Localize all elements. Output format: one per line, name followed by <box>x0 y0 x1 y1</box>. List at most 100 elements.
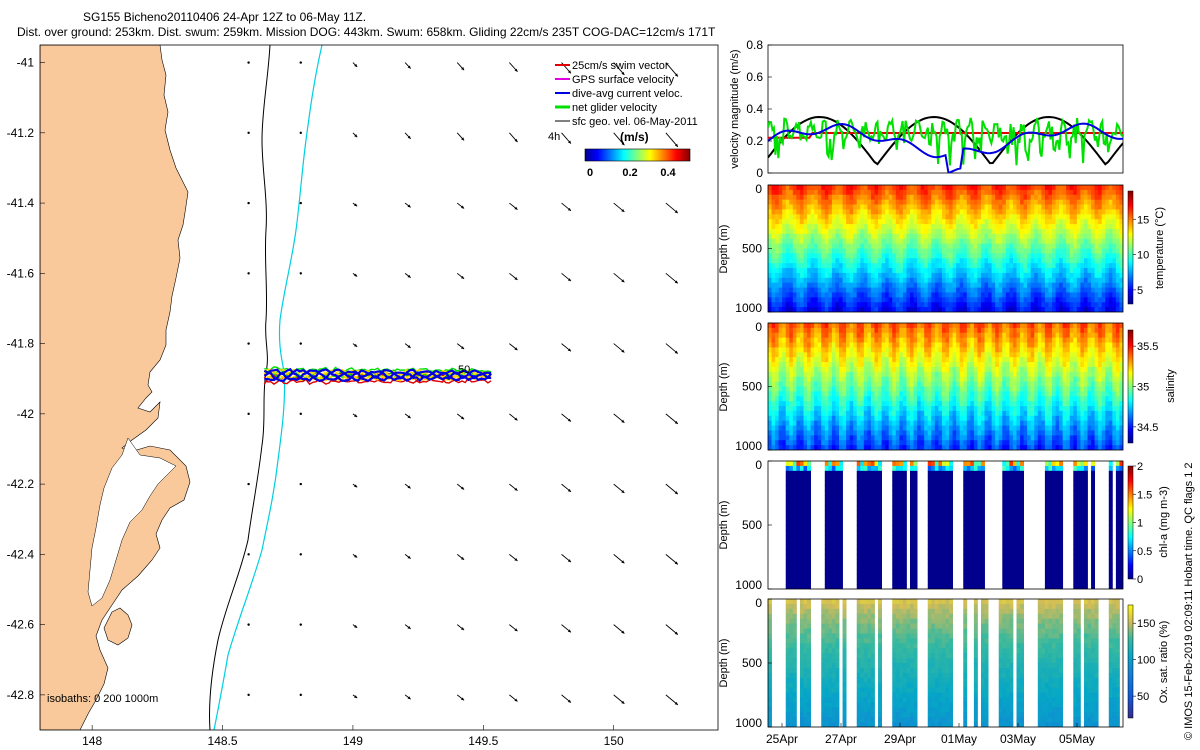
section-cell <box>931 435 936 441</box>
section-cell <box>1020 337 1024 343</box>
section-cell <box>796 440 801 446</box>
section-cell <box>988 410 993 417</box>
section-cell <box>803 327 808 334</box>
section-cell <box>846 282 851 288</box>
section-cell <box>1048 332 1053 339</box>
section-cell <box>1052 342 1056 348</box>
section-cell <box>1062 287 1067 293</box>
section-cell <box>892 410 897 417</box>
section-cell <box>849 381 854 387</box>
section-cell <box>934 342 939 348</box>
section-cell <box>1023 219 1028 225</box>
section-cell <box>1091 282 1095 288</box>
section-cell <box>892 376 897 383</box>
section-cell <box>885 272 890 279</box>
section-cell <box>959 425 964 431</box>
section-cell <box>1112 307 1117 312</box>
section-cell <box>831 228 836 235</box>
section-cell <box>1027 445 1032 450</box>
section-cell <box>1059 228 1064 235</box>
section-cell <box>910 307 914 312</box>
map-xtick-label: 148.5 <box>208 734 238 748</box>
section-cell <box>1112 297 1117 303</box>
section-cell <box>991 420 996 426</box>
section-cell <box>934 371 939 378</box>
section-cell <box>1016 323 1021 329</box>
section-cell <box>934 386 939 392</box>
section-cell <box>768 347 772 353</box>
section-cell <box>1016 415 1021 422</box>
section-cell <box>945 199 950 205</box>
section-cell <box>1023 366 1028 373</box>
section-cell <box>807 194 811 201</box>
section-cell <box>902 268 907 274</box>
velocity-vector-head <box>460 205 465 209</box>
section-cell <box>1027 272 1032 279</box>
section-cell <box>814 307 819 312</box>
section-cell <box>1052 243 1056 249</box>
section-cell <box>899 357 904 363</box>
section-cell <box>810 371 815 378</box>
section-cell <box>831 282 836 288</box>
section-cell <box>913 347 918 353</box>
section-cell <box>1101 219 1106 225</box>
section-cell <box>821 371 826 378</box>
section-cell <box>995 209 1000 215</box>
section-cell <box>988 415 993 422</box>
section-cell <box>1087 302 1092 308</box>
section-cell <box>778 282 783 288</box>
section-cell <box>1073 307 1078 312</box>
section-cell <box>803 228 808 235</box>
section-cell <box>863 233 868 240</box>
section-cell <box>963 396 968 402</box>
section-cell <box>998 258 1003 264</box>
section-cell <box>1027 362 1032 368</box>
section-cell <box>1020 248 1024 254</box>
section-cell <box>1009 323 1014 329</box>
section-cell <box>977 366 982 373</box>
section-cell <box>874 292 879 298</box>
section-cell <box>949 224 953 230</box>
section-cell <box>949 258 953 264</box>
section-cell <box>1052 224 1056 230</box>
section-cell <box>981 233 985 240</box>
section-cell <box>931 323 936 329</box>
section-cell <box>1048 381 1053 387</box>
section-cell <box>892 258 897 264</box>
section-cell <box>984 347 989 353</box>
section-cell <box>1037 401 1042 407</box>
section-cell <box>796 307 801 312</box>
section-cell <box>938 337 943 343</box>
section-cell <box>796 420 801 426</box>
section-cell <box>849 362 854 368</box>
section-cell <box>1037 194 1042 201</box>
section-cell <box>878 430 882 436</box>
section-cell <box>959 282 964 288</box>
section-cell <box>860 381 865 387</box>
section-cell <box>1069 292 1074 298</box>
section-cell <box>799 258 804 264</box>
section-cell <box>927 410 932 417</box>
section-cell <box>870 287 875 293</box>
section-cell <box>1030 272 1035 279</box>
section-cell <box>938 352 943 358</box>
section-cell <box>1020 214 1024 220</box>
section-cell <box>771 282 776 288</box>
section-cell <box>775 362 780 368</box>
section-cell <box>775 396 780 402</box>
section-cell <box>771 243 776 249</box>
section-cell <box>920 401 925 407</box>
section-cell <box>885 430 890 436</box>
section-cell <box>1055 401 1060 407</box>
section-cell <box>920 352 925 358</box>
section-cell <box>949 228 953 235</box>
section-cell <box>966 214 971 220</box>
section-cell <box>853 430 858 436</box>
section-cell <box>807 386 811 392</box>
section-cell <box>821 347 826 353</box>
section-cell <box>913 366 918 373</box>
section-cell <box>817 253 822 259</box>
section-cell <box>1087 248 1092 254</box>
section-cell <box>789 371 794 378</box>
section-cell <box>828 214 833 220</box>
